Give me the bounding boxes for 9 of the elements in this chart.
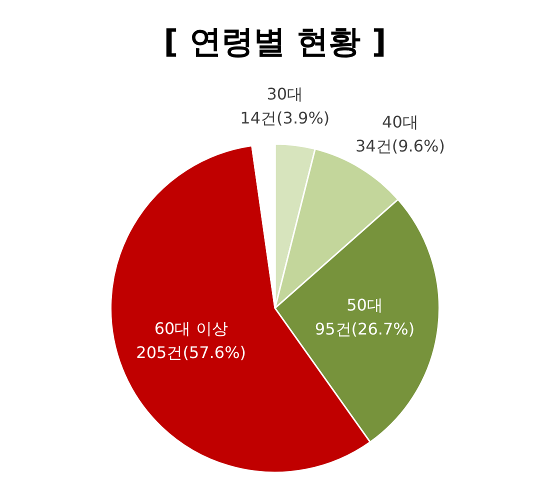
data-label: 14건(3.9%): [240, 108, 330, 128]
slice-label: 60대 이상: [154, 318, 228, 338]
slice-label: 40대: [382, 112, 418, 132]
data-label: 205건(57.6%): [136, 342, 246, 362]
data-label: 34건(9.6%): [355, 136, 445, 156]
data-label: 95건(26.7%): [314, 320, 415, 339]
slice-label: 50대: [346, 296, 383, 315]
slice-label: 30대: [266, 84, 304, 104]
chart-title: [ 연령별 현황 ]: [164, 22, 386, 61]
